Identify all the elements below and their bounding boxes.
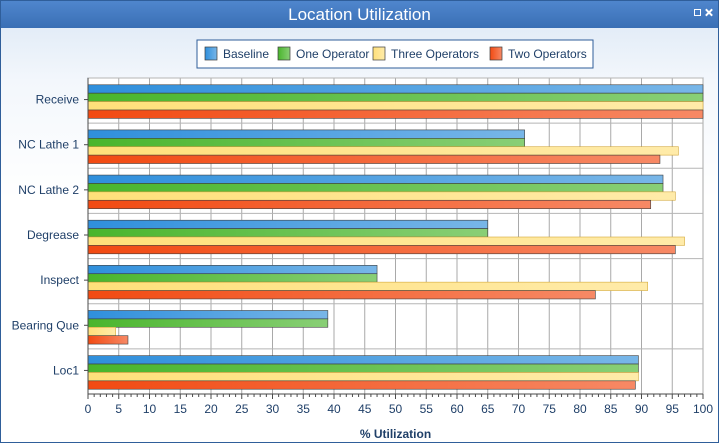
bar-loc1-three-operators[interactable]	[87, 372, 639, 382]
legend-swatch	[372, 46, 386, 61]
x-tick-label: 60	[450, 402, 464, 416]
legend-label[interactable]: Three Operators	[391, 47, 479, 61]
legend: Baseline One Operator Three Operators Two O…	[196, 39, 594, 69]
bar-nc-lathe-2-one-operator[interactable]	[87, 183, 664, 193]
bar-inspect-one-operator[interactable]	[87, 273, 378, 283]
category-label: Inspect	[40, 273, 79, 287]
bar-nc-lathe-2-three-operators[interactable]	[87, 191, 676, 201]
title-bar: Location Utilization	[1, 1, 718, 28]
x-tick-label: 20	[204, 402, 218, 416]
bars	[87, 84, 704, 390]
bar-nc-lathe-1-baseline[interactable]	[87, 129, 525, 139]
legend-box	[196, 39, 594, 69]
x-tick-label: 75	[543, 402, 557, 416]
x-tick-label: 65	[481, 402, 495, 416]
bar-loc1-two-operators[interactable]	[87, 380, 636, 390]
x-tick-label: 25	[235, 402, 249, 416]
x-tick-label: 5	[115, 402, 122, 416]
maximize-icon[interactable]	[694, 9, 701, 16]
bar-nc-lathe-1-one-operator[interactable]	[87, 138, 525, 148]
legend-label[interactable]: One Operator	[296, 47, 369, 61]
bar-receive-two-operators[interactable]	[87, 109, 704, 119]
bar-receive-baseline[interactable]	[87, 84, 704, 94]
bar-degrease-three-operators[interactable]	[87, 236, 685, 246]
bar-nc-lathe-2-baseline[interactable]	[87, 174, 664, 184]
bar-bearing-que-two-operators[interactable]	[87, 335, 129, 345]
category-label: Loc1	[53, 363, 79, 377]
bar-receive-one-operator[interactable]	[87, 92, 704, 102]
x-tick-label: 100	[693, 402, 713, 416]
x-tick-label: 10	[143, 402, 157, 416]
x-tick-label: 50	[389, 402, 403, 416]
bar-bearing-que-three-operators[interactable]	[87, 326, 116, 336]
x-tick-label: 70	[512, 402, 526, 416]
x-tick-label: 40	[327, 402, 341, 416]
bar-inspect-baseline[interactable]	[87, 265, 378, 275]
x-tick-label: 35	[297, 402, 311, 416]
category-label: Receive	[36, 93, 80, 107]
bar-degrease-one-operator[interactable]	[87, 228, 489, 238]
x-tick-label: 0	[85, 402, 92, 416]
category-label: NC Lathe 1	[18, 138, 79, 152]
bar-loc1-one-operator[interactable]	[87, 363, 639, 373]
legend-swatch	[489, 46, 503, 61]
bar-inspect-three-operators[interactable]	[87, 281, 648, 291]
axes: Receive NC Lathe 1 NC Lathe 2 Degrease Inspe…	[12, 78, 713, 416]
bar-nc-lathe-1-three-operators[interactable]	[87, 146, 679, 156]
bar-loc1-baseline[interactable]	[87, 355, 639, 365]
legend-label[interactable]: Two Operators	[508, 47, 587, 61]
legend-swatch	[277, 46, 291, 61]
x-tick-label: 45	[358, 402, 372, 416]
x-tick-label: 85	[604, 402, 618, 416]
x-tick-label: 55	[420, 402, 434, 416]
x-tick-label: 30	[266, 402, 280, 416]
category-label: NC Lathe 2	[18, 183, 79, 197]
bar-bearing-que-baseline[interactable]	[87, 310, 329, 320]
category-label: Bearing Que	[12, 318, 80, 332]
x-tick-label: 95	[666, 402, 680, 416]
bar-degrease-baseline[interactable]	[87, 219, 489, 229]
x-tick-label: 90	[635, 402, 649, 416]
bar-nc-lathe-1-two-operators[interactable]	[87, 154, 661, 164]
category-label: Degrease	[27, 228, 79, 242]
window-title: Location Utilization	[288, 5, 431, 24]
x-axis-title: % Utilization	[360, 427, 431, 441]
bar-receive-three-operators[interactable]	[87, 101, 704, 111]
x-tick-label: 15	[174, 402, 188, 416]
bar-inspect-two-operators[interactable]	[87, 290, 596, 300]
bar-degrease-two-operators[interactable]	[87, 245, 676, 255]
window-controls	[694, 9, 712, 16]
legend-label[interactable]: Baseline	[223, 47, 269, 61]
x-tick-label: 80	[573, 402, 587, 416]
bar-nc-lathe-2-two-operators[interactable]	[87, 199, 652, 209]
legend-swatch	[204, 46, 218, 61]
bar-bearing-que-one-operator[interactable]	[87, 318, 329, 328]
